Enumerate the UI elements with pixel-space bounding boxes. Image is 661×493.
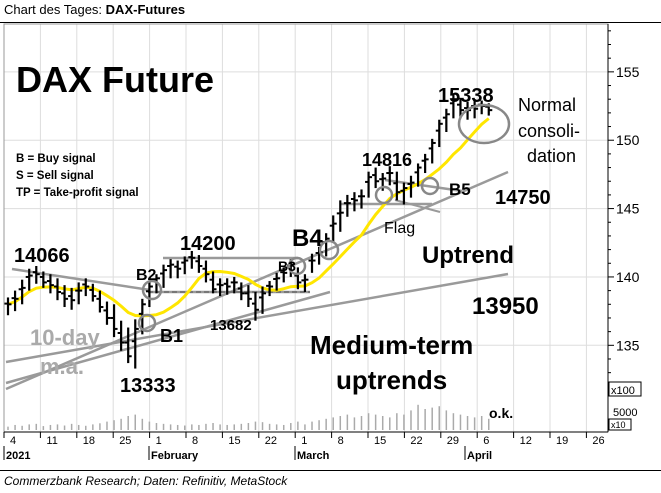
signal-circle (318, 239, 340, 261)
header-rule (0, 22, 661, 23)
label-ok: o.k. (489, 405, 513, 421)
date-tick-label: 26 (592, 435, 604, 447)
label-uptrends: uptrends (336, 365, 447, 395)
label-14750: 14750 (495, 187, 551, 209)
date-tick-label: 15 (228, 435, 240, 447)
ma-label-line1: 10-day (30, 325, 100, 350)
month-label: February (151, 450, 199, 462)
trendline (5, 272, 509, 364)
label-b5: B5 (449, 180, 471, 199)
header-prefix: Chart des Tages: (4, 2, 103, 17)
price-tick-label: 150 (616, 132, 640, 148)
date-tick-label: 8 (192, 435, 198, 447)
volume-unit-label: x10 (611, 420, 626, 430)
label-b1: B1 (160, 326, 183, 346)
ma-label-line2: m.a. (40, 354, 84, 379)
date-tick-label: 25 (119, 435, 131, 447)
date-tick-label: 22 (265, 435, 277, 447)
date-tick-label: 1 (301, 435, 307, 447)
label-flag: Flag (384, 220, 415, 237)
label-14066: 14066 (14, 245, 70, 267)
date-tick-label: 18 (83, 435, 95, 447)
date-tick-label: 19 (556, 435, 568, 447)
volume-unit-box (608, 418, 632, 431)
date-tick-label: 4 (10, 435, 16, 447)
label-uptrend: Uptrend (422, 242, 514, 269)
volume-tick-label: 5000 (613, 407, 637, 419)
label-13333: 13333 (120, 375, 176, 397)
legend-item: S = Sell signal (16, 170, 94, 182)
label-b2: B2 (136, 267, 157, 284)
signal-circle (137, 313, 157, 333)
price-unit-label: x100 (611, 385, 635, 397)
moving-average (7, 117, 490, 318)
date-tick-label: 6 (483, 435, 489, 447)
price-bars (4, 93, 493, 369)
date-tick-label: 12 (520, 435, 532, 447)
price-tick-label: 140 (616, 269, 640, 285)
date-tick-label: 22 (410, 435, 422, 447)
label-13682: 13682 (210, 317, 252, 334)
month-label: 2021 (6, 450, 30, 462)
signal-circle (374, 185, 394, 205)
legend-item: B = Buy signal (16, 153, 96, 165)
month-label: March (297, 450, 330, 462)
signal-circle (141, 279, 163, 301)
ma-line (7, 117, 490, 318)
label-13950: 13950 (472, 293, 539, 320)
label-b3: B3 (278, 258, 296, 274)
date-tick-label: 15 (374, 435, 386, 447)
label-medium-term: Medium-term (310, 330, 473, 360)
signal-circle (287, 256, 307, 276)
price-tick-label: 135 (616, 337, 640, 353)
date-tick-label: 29 (447, 435, 459, 447)
footer-rule (0, 470, 661, 471)
signal-circle (420, 176, 440, 196)
month-label: April (467, 450, 492, 462)
grid (3, 24, 608, 432)
price-tick-label: 145 (616, 201, 640, 217)
price-tick-label: 155 (616, 64, 640, 80)
label-consoli: consoli- (518, 121, 580, 141)
label-15338: 15338 (438, 85, 494, 107)
legend-item: TP = Take-profit signal (16, 187, 139, 199)
chart-title: DAX Future (16, 59, 214, 100)
label-14200: 14200 (180, 233, 236, 255)
date-tick-label: 1 (156, 435, 162, 447)
date-tick-label: 8 (338, 435, 344, 447)
label-normal: Normal (518, 95, 576, 115)
label-b4: B4 (292, 225, 323, 252)
label-14816: 14816 (362, 150, 412, 170)
annotations: DAX Future B = Buy signal S = Sell signal T… (14, 59, 580, 421)
flag-line (394, 199, 441, 213)
date-tick-label: 11 (46, 435, 57, 447)
trendline (5, 290, 331, 385)
label-dation: dation (527, 146, 576, 166)
unit-box (608, 381, 642, 397)
footer-source: Commerzbank Research; Daten: Refinitiv, … (4, 474, 288, 488)
header-title: DAX-Futures (105, 2, 186, 17)
consolidation-ellipse (457, 103, 511, 145)
volume-bars (7, 404, 490, 430)
chart-header: Chart des Tages: DAX-Futures (4, 2, 185, 17)
